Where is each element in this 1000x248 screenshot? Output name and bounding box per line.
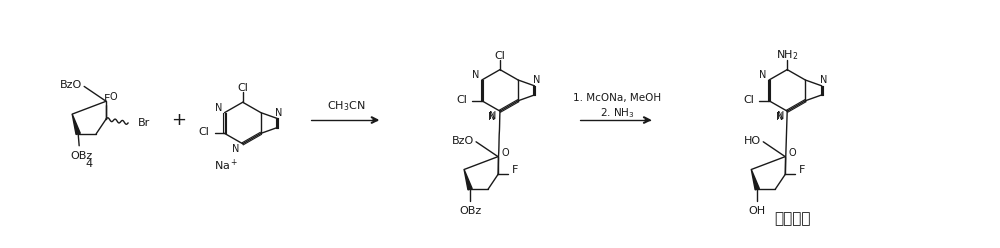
- Text: 1. McONa, MeOH: 1. McONa, MeOH: [573, 93, 661, 103]
- Text: Na$^+$: Na$^+$: [214, 158, 238, 173]
- Text: O: O: [788, 148, 796, 158]
- Text: 2. NH$_3$: 2. NH$_3$: [600, 106, 634, 120]
- Text: Br: Br: [138, 118, 150, 128]
- Text: Cl: Cl: [456, 95, 467, 105]
- Text: N: N: [489, 111, 497, 121]
- Text: OBz: OBz: [70, 151, 92, 161]
- Text: O: O: [109, 92, 117, 102]
- Text: NH$_2$: NH$_2$: [776, 48, 798, 62]
- Text: N: N: [472, 70, 480, 80]
- Text: N: N: [275, 108, 283, 118]
- Text: N: N: [759, 70, 767, 80]
- Text: 4: 4: [86, 158, 93, 169]
- Text: N: N: [215, 103, 222, 113]
- Text: Cl: Cl: [199, 127, 210, 137]
- Text: HO: HO: [744, 136, 761, 146]
- Polygon shape: [72, 114, 80, 134]
- Text: 氯法拉滨: 氯法拉滨: [774, 212, 810, 226]
- Text: O: O: [501, 148, 509, 158]
- Text: F: F: [512, 165, 518, 176]
- Text: N: N: [820, 75, 827, 85]
- Text: BzO: BzO: [60, 80, 82, 91]
- Text: $\mathrm{CH_3CN}$: $\mathrm{CH_3CN}$: [327, 99, 366, 113]
- Text: F: F: [104, 94, 110, 104]
- Text: Cl: Cl: [237, 83, 248, 93]
- Text: N: N: [776, 112, 783, 122]
- Text: Cl: Cl: [743, 95, 754, 105]
- Text: N: N: [533, 75, 540, 85]
- Text: F: F: [799, 165, 806, 176]
- Text: +: +: [171, 111, 186, 129]
- Text: N: N: [488, 112, 496, 122]
- Text: Cl: Cl: [495, 51, 505, 61]
- Polygon shape: [464, 169, 472, 190]
- Text: BzO: BzO: [452, 136, 474, 146]
- Text: N: N: [777, 111, 784, 121]
- Text: N: N: [232, 144, 239, 154]
- Text: OBz: OBz: [459, 206, 481, 216]
- Polygon shape: [751, 169, 759, 190]
- Text: OH: OH: [749, 206, 766, 216]
